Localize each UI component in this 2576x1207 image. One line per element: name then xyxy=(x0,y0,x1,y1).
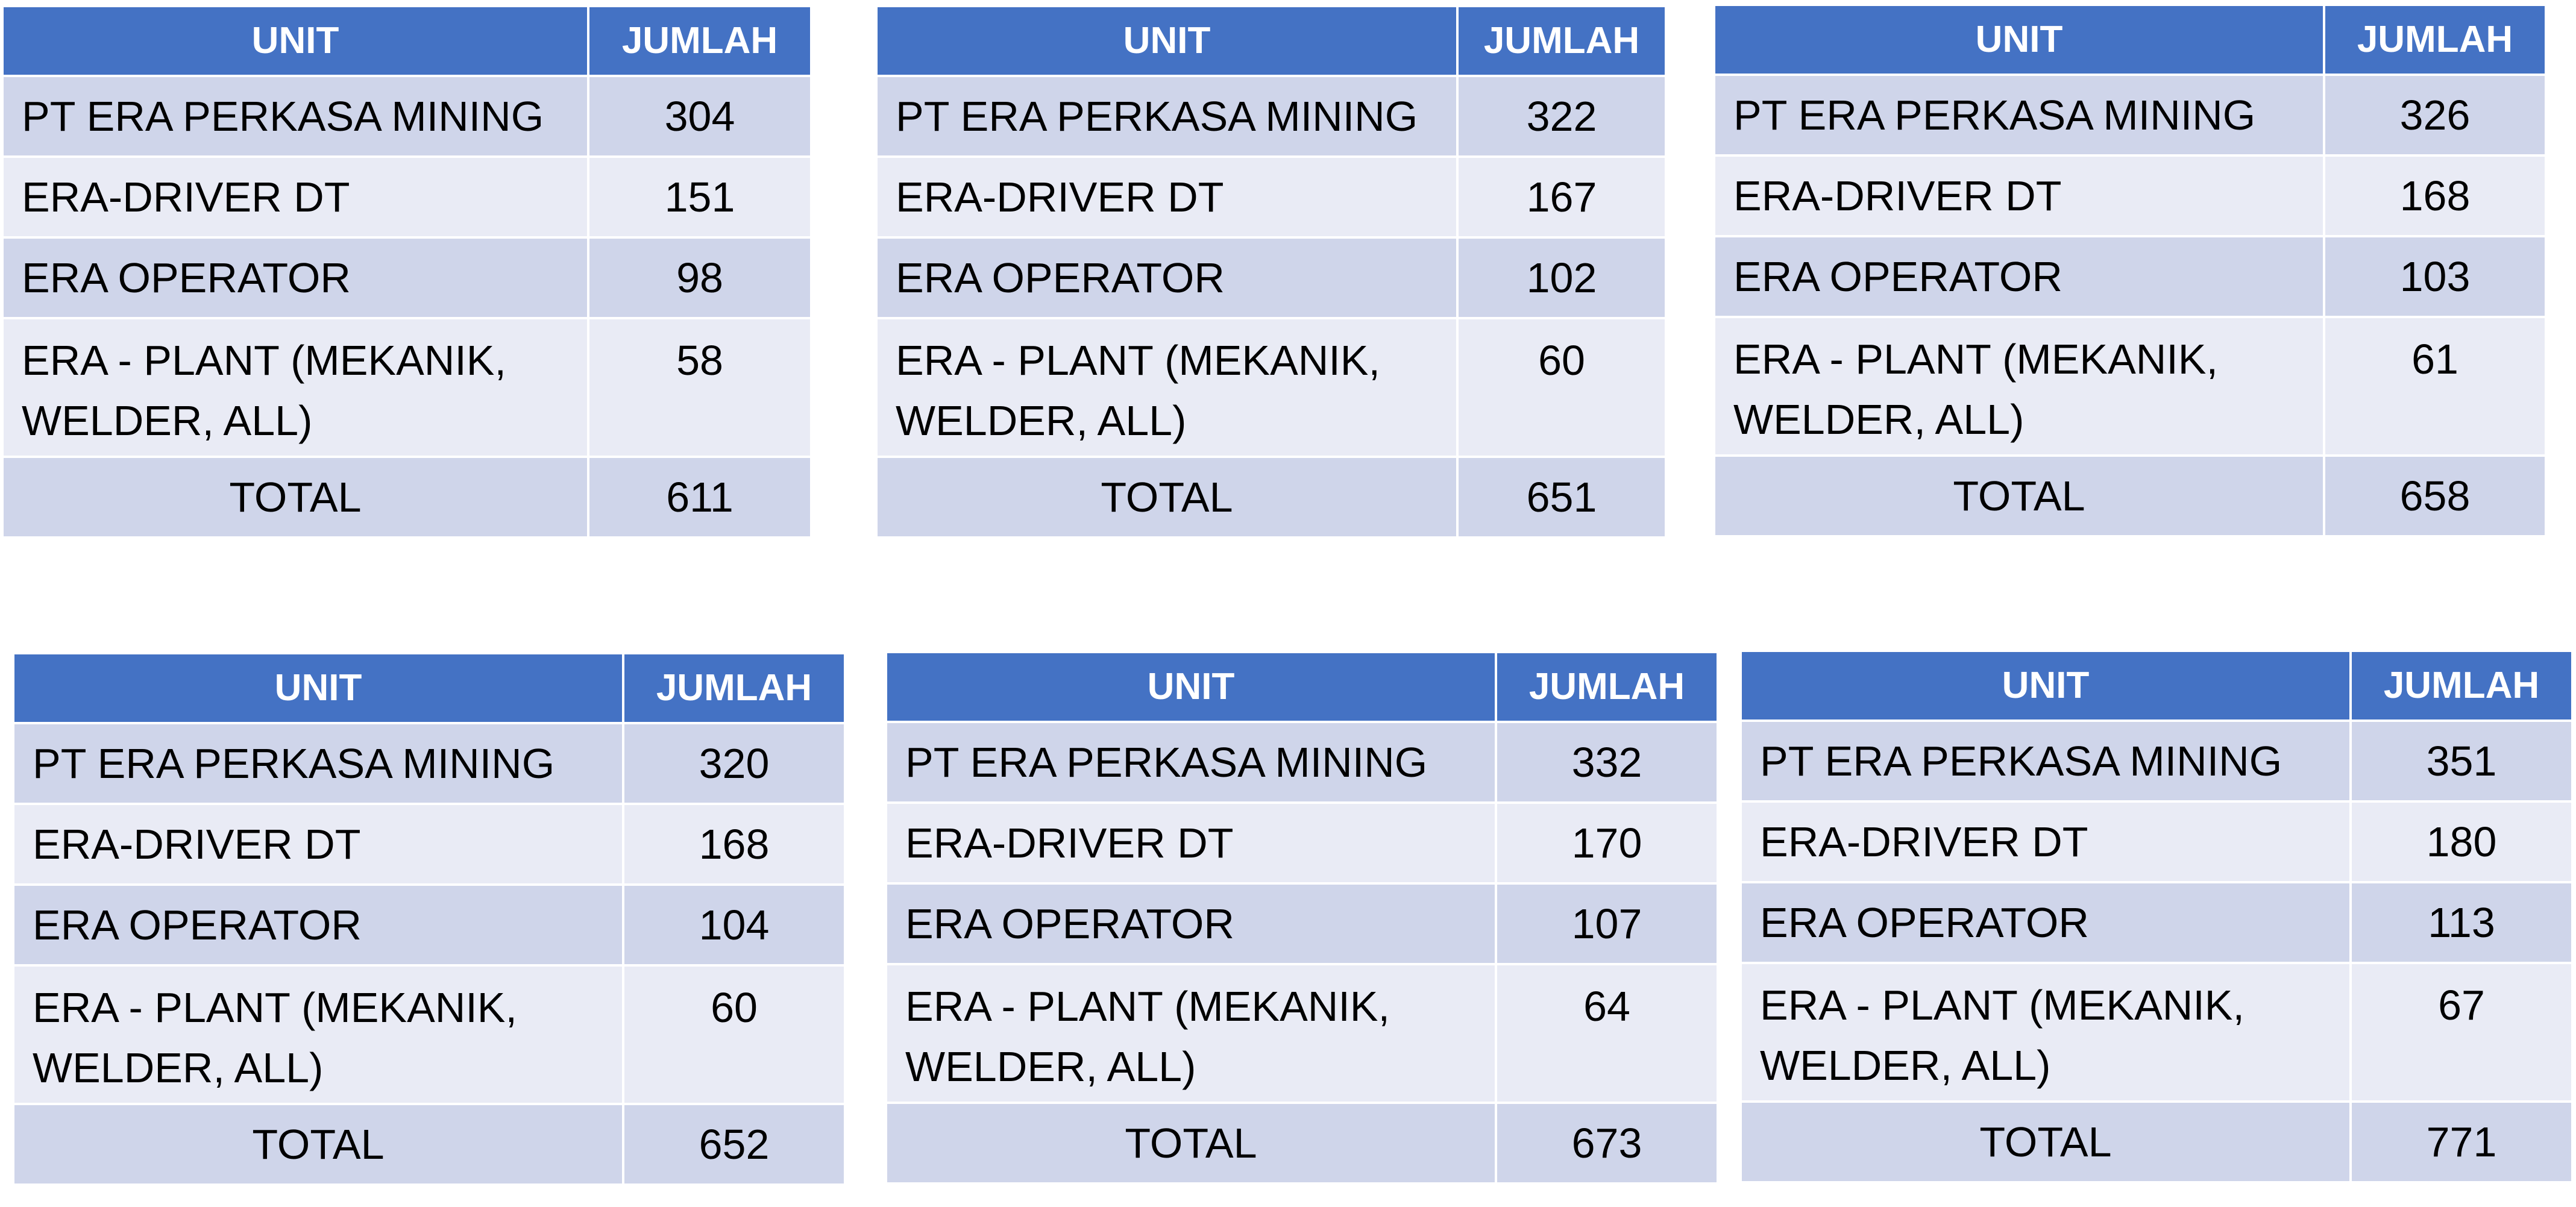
header-unit: UNIT xyxy=(1739,650,2352,722)
header-jumlah: JUMLAH xyxy=(587,5,812,77)
row-jumlah: 180 xyxy=(2349,800,2574,883)
total-label: TOTAL xyxy=(12,1103,624,1186)
row-unit: ERA-DRIVER DT xyxy=(1,155,589,239)
row-unit: ERA - PLANT (MEKANIK, WELDER, ALL) xyxy=(1739,962,2352,1103)
row-unit: ERA OPERATOR xyxy=(12,883,624,967)
row-unit: PT ERA PERKASA MINING xyxy=(1739,719,2352,803)
header-jumlah: JUMLAH xyxy=(1456,5,1667,77)
row-jumlah: 332 xyxy=(1495,721,1719,804)
total-value: 651 xyxy=(1456,456,1667,539)
row-unit: ERA OPERATOR xyxy=(1713,235,2325,318)
row-unit: PT ERA PERKASA MINING xyxy=(1713,74,2325,157)
header-unit: UNIT xyxy=(1713,4,2325,76)
header-unit: UNIT xyxy=(875,5,1459,77)
row-jumlah: 151 xyxy=(587,155,812,239)
row-jumlah: 61 xyxy=(2323,316,2547,457)
row-jumlah: 304 xyxy=(587,75,812,158)
jumlah-table-2: UNIT JUMLAH PT ERA PERKASA MINING 322 ER… xyxy=(875,5,1667,539)
row-jumlah: 64 xyxy=(1495,963,1719,1104)
header-jumlah: JUMLAH xyxy=(1495,651,1719,723)
total-label: TOTAL xyxy=(1739,1100,2352,1183)
row-jumlah: 326 xyxy=(2323,74,2547,157)
row-unit: ERA - PLANT (MEKANIK, WELDER, ALL) xyxy=(875,317,1459,458)
row-jumlah: 322 xyxy=(1456,75,1667,158)
row-unit: ERA OPERATOR xyxy=(885,882,1497,965)
row-jumlah: 67 xyxy=(2349,962,2574,1103)
total-value: 652 xyxy=(622,1103,846,1186)
row-unit: ERA-DRIVER DT xyxy=(1713,154,2325,237)
row-jumlah: 60 xyxy=(622,964,846,1105)
row-jumlah: 168 xyxy=(2323,154,2547,237)
row-unit: PT ERA PERKASA MINING xyxy=(885,721,1497,804)
header-unit: UNIT xyxy=(1,5,589,77)
jumlah-table-4: UNIT JUMLAH PT ERA PERKASA MINING 320 ER… xyxy=(12,652,846,1186)
row-unit: ERA-DRIVER DT xyxy=(1739,800,2352,883)
total-value: 658 xyxy=(2323,454,2547,538)
total-label: TOTAL xyxy=(1713,454,2325,538)
row-jumlah: 60 xyxy=(1456,317,1667,458)
row-jumlah: 168 xyxy=(622,803,846,886)
total-label: TOTAL xyxy=(885,1102,1497,1185)
total-label: TOTAL xyxy=(1,456,589,539)
total-value: 673 xyxy=(1495,1102,1719,1185)
row-unit: ERA - PLANT (MEKANIK, WELDER, ALL) xyxy=(1,317,589,458)
row-unit: ERA-DRIVER DT xyxy=(875,155,1459,239)
row-unit: ERA-DRIVER DT xyxy=(885,801,1497,885)
row-unit: PT ERA PERKASA MINING xyxy=(12,722,624,805)
row-unit: PT ERA PERKASA MINING xyxy=(1,75,589,158)
total-value: 611 xyxy=(587,456,812,539)
header-jumlah: JUMLAH xyxy=(2349,650,2574,722)
row-jumlah: 167 xyxy=(1456,155,1667,239)
row-jumlah: 113 xyxy=(2349,881,2574,964)
row-jumlah: 58 xyxy=(587,317,812,458)
total-value: 771 xyxy=(2349,1100,2574,1183)
row-unit: PT ERA PERKASA MINING xyxy=(875,75,1459,158)
row-unit: ERA OPERATOR xyxy=(875,236,1459,319)
row-jumlah: 170 xyxy=(1495,801,1719,885)
row-unit: ERA - PLANT (MEKANIK, WELDER, ALL) xyxy=(12,964,624,1105)
row-unit: ERA OPERATOR xyxy=(1,236,589,319)
row-jumlah: 98 xyxy=(587,236,812,319)
row-unit: ERA-DRIVER DT xyxy=(12,803,624,886)
row-unit: ERA - PLANT (MEKANIK, WELDER, ALL) xyxy=(885,963,1497,1104)
row-unit: ERA - PLANT (MEKANIK, WELDER, ALL) xyxy=(1713,316,2325,457)
header-jumlah: JUMLAH xyxy=(2323,4,2547,76)
row-jumlah: 103 xyxy=(2323,235,2547,318)
row-jumlah: 107 xyxy=(1495,882,1719,965)
row-jumlah: 104 xyxy=(622,883,846,967)
row-jumlah: 351 xyxy=(2349,719,2574,803)
header-unit: UNIT xyxy=(12,652,624,724)
jumlah-table-6: UNIT JUMLAH PT ERA PERKASA MINING 351 ER… xyxy=(1739,650,2574,1183)
row-jumlah: 102 xyxy=(1456,236,1667,319)
header-unit: UNIT xyxy=(885,651,1497,723)
total-label: TOTAL xyxy=(875,456,1459,539)
row-unit: ERA OPERATOR xyxy=(1739,881,2352,964)
jumlah-table-3: UNIT JUMLAH PT ERA PERKASA MINING 326 ER… xyxy=(1713,4,2547,538)
header-jumlah: JUMLAH xyxy=(622,652,846,724)
row-jumlah: 320 xyxy=(622,722,846,805)
jumlah-table-5: UNIT JUMLAH PT ERA PERKASA MINING 332 ER… xyxy=(885,651,1719,1185)
jumlah-table-1: UNIT JUMLAH PT ERA PERKASA MINING 304 ER… xyxy=(1,5,812,539)
